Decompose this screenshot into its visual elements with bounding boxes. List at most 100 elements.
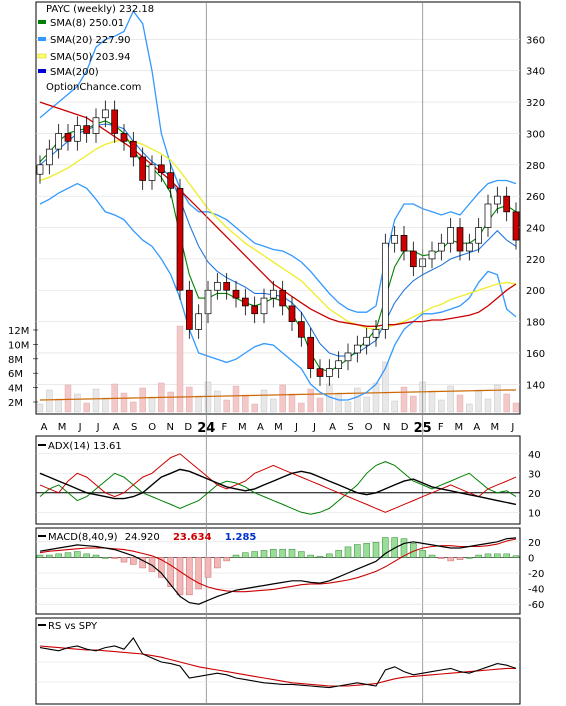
macd-histogram-bar — [64, 552, 72, 558]
volume-bar — [372, 382, 380, 413]
x-tick-label: D — [184, 422, 192, 433]
rs-panel-frame — [35, 617, 521, 705]
candle-body — [307, 336, 315, 369]
macd-histogram-bar — [298, 551, 305, 558]
adx-title-marker — [38, 444, 46, 446]
macd-histogram-bar — [158, 557, 165, 578]
candle-body — [372, 329, 380, 338]
volume-bar — [176, 325, 184, 413]
candle-body — [167, 172, 175, 189]
volume-bar — [102, 397, 109, 413]
price-tick-label: 220 — [526, 255, 545, 266]
candle-body — [493, 195, 501, 205]
macd-histogram-bar — [204, 557, 212, 578]
macd-panel-frame — [35, 527, 521, 615]
x-tick-label: D — [401, 422, 409, 433]
price-axis: 140 160 180 200 220 240 260 280 300 320 340 360 — [526, 35, 545, 391]
x-tick-label: S — [131, 422, 137, 433]
volume-bar — [475, 389, 482, 413]
candle-body — [157, 164, 165, 173]
volume-bar — [288, 393, 296, 413]
volume-bar — [400, 386, 408, 413]
x-tick-label: F — [221, 422, 227, 433]
x-tick-label: M — [58, 422, 67, 433]
candle-body — [148, 164, 156, 181]
candle-body — [447, 227, 455, 244]
legend-swatch-sma50 — [37, 53, 47, 59]
price-tick-label: 260 — [526, 192, 545, 203]
moving-averages — [39, 101, 517, 373]
volume-bar — [447, 385, 454, 413]
macd-histogram-bar — [494, 553, 501, 558]
volume-bar — [232, 385, 240, 413]
macd-histogram-bar — [46, 554, 53, 558]
macd-histogram-bar — [223, 557, 230, 562]
volume-bar — [316, 397, 324, 413]
volume-bar — [307, 388, 314, 413]
rs-panel — [36, 637, 520, 689]
price-tick-label: 180 — [526, 318, 545, 329]
legend: SMA(8) 250.01 SMA(20) 227.90 SMA(50) 203… — [37, 18, 141, 93]
sma8-line — [39, 120, 517, 373]
macd-histogram-bar — [438, 557, 445, 559]
rs-line — [39, 637, 517, 689]
sma200-line — [39, 101, 517, 327]
candle-body — [279, 289, 287, 307]
volume-tick-label: 2M — [8, 398, 23, 409]
macd-histogram-bar — [232, 554, 240, 558]
volume-bar — [139, 387, 146, 413]
macd-histogram-bar — [382, 537, 389, 558]
macd-histogram-bar — [83, 553, 90, 558]
x-tick-label: A — [329, 422, 336, 433]
macd-histogram-bar — [447, 557, 454, 562]
x-tick-label: N — [383, 422, 390, 433]
volume-bar — [494, 384, 501, 413]
macd-title: MACD(8,40,9) 24.920 23.634 1.285 — [48, 532, 256, 543]
bollinger-upper — [39, 9, 517, 313]
candle-body — [101, 109, 109, 119]
macd-histogram-bar — [288, 548, 296, 558]
macd-histogram-bar — [512, 555, 520, 558]
volume-bar — [148, 396, 156, 413]
adx-tick-label: 40 — [528, 450, 541, 461]
volume-bar — [456, 394, 464, 413]
price-tick-label: 200 — [526, 286, 545, 297]
price-tick-label: 300 — [526, 129, 545, 140]
candle-body — [456, 227, 464, 252]
macd-histogram-bar — [130, 557, 137, 565]
volume-bar — [260, 389, 268, 413]
adx-panel-frame — [35, 435, 521, 525]
price-tick-label: 140 — [526, 380, 545, 391]
candle-body — [232, 289, 240, 299]
candle-body — [297, 321, 305, 338]
x-tick-label: A — [257, 422, 264, 433]
plus-di-line — [39, 461, 517, 515]
candle-body — [185, 289, 193, 330]
price-tick-label: 280 — [526, 161, 545, 172]
volume-bar — [270, 398, 277, 413]
candle-body — [288, 305, 296, 322]
bollinger-lower — [39, 182, 517, 401]
macd-histogram-bar — [214, 557, 221, 569]
sma20-line — [39, 123, 517, 357]
volume-bar — [130, 401, 137, 413]
volume-bar — [251, 403, 258, 413]
sma50-line — [39, 138, 517, 331]
volume-bar — [354, 387, 361, 413]
candle-body — [260, 297, 268, 315]
adx-tick-label: 30 — [528, 469, 541, 480]
macd-histogram-bar — [167, 557, 174, 587]
volume-bar — [279, 384, 286, 413]
volume-bar — [186, 386, 193, 413]
x-tick-label: A — [473, 422, 480, 433]
macd-tick-label: 20 — [528, 538, 541, 549]
x-tick-label: S — [347, 422, 353, 433]
volume-bar — [64, 384, 72, 413]
macd-histogram-bar — [270, 548, 277, 558]
volume-tick-label: 10M — [8, 340, 29, 351]
candle-body — [475, 227, 483, 244]
volume-tick-label: 4M — [8, 384, 23, 395]
candle-body — [353, 344, 361, 354]
candle-body — [213, 282, 221, 291]
candle-body — [251, 305, 259, 315]
